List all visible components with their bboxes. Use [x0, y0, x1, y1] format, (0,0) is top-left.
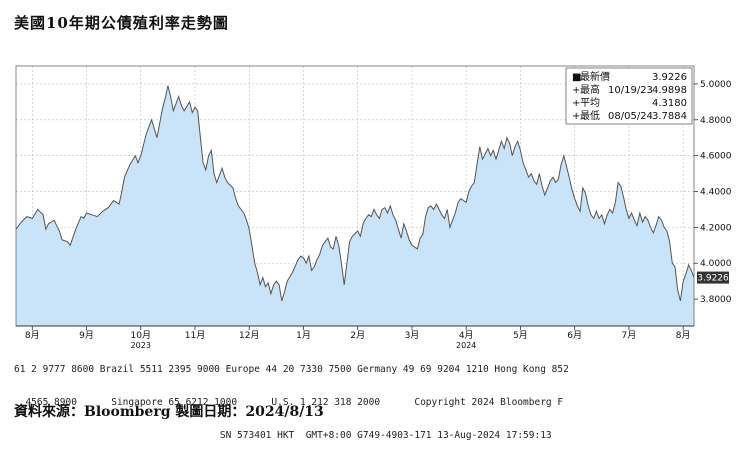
footer-line-1: 61 2 9777 8600 Brazil 5511 2395 9000 Eur…: [14, 364, 569, 375]
legend-marker-1: +: [572, 85, 580, 96]
last-value-marker: 3.9226: [697, 271, 729, 284]
x-tick-label: 1月: [296, 330, 311, 341]
footer-line-2: 4565 8900 Singapore 65 6212 1000 U.S. 1 …: [14, 397, 564, 408]
y-tick-label: 4.6000: [700, 152, 732, 162]
legend-marker-3: +: [572, 111, 580, 122]
x-tick-label: 8月: [676, 330, 691, 341]
x-tick-label: 9月: [79, 330, 94, 341]
legend-marker-2: +: [572, 98, 580, 109]
legend-value-high: 4.9898: [652, 85, 687, 96]
legend-label-average: 平均: [580, 97, 600, 109]
x-tick-label: 3月: [405, 330, 420, 341]
page-title: 美國10年期公債殖利率走勢圖: [14, 14, 229, 32]
legend-box: [565, 67, 693, 125]
x-tick-label: 11月: [185, 330, 205, 341]
x-tick-label: 10月: [131, 330, 151, 341]
y-axis: 3.8000 4.0000 4.2000 4.4000 4.6000 4.8000 5.00…: [694, 80, 732, 305]
footer-line-3: SN 573401 HKT GMT+8:00 G749-4903-171 13-…: [14, 430, 552, 441]
y-tick-label: 5.0000: [700, 80, 732, 90]
x-tick-label: 8月: [25, 330, 40, 341]
legend: ■ 最新價 3.9226 + 最高 10/19/23 4.9898 + 平均 4…: [565, 67, 693, 125]
legend-label-latest: 最新價: [580, 70, 610, 83]
legend-marker-0: ■: [572, 72, 581, 83]
legend-label-low: 最低: [580, 109, 600, 122]
x-axis: 8月 9月 10月 11月 12月 1月 2月 3月 4月 5月 6月 7月 8月 2023 2024: [15, 65, 695, 350]
area-series: [15, 85, 695, 326]
x-year-label: 2023: [131, 341, 151, 350]
x-tick-label: 2月: [350, 330, 365, 341]
legend-label-high: 最高: [580, 83, 600, 96]
y-tick-label: 4.8000: [700, 116, 732, 126]
x-year-label: 2024: [456, 341, 476, 350]
y-tick-label: 4.0000: [700, 259, 732, 269]
legend-value-low: 3.7884: [652, 111, 687, 122]
chart-svg: 8月 9月 10月 11月 12月 1月 2月 3月 4月 5月 6月 7月 8月 2023 2024 3.…: [14, 60, 732, 380]
legend-value-latest: 3.9226: [652, 72, 687, 83]
bloomberg-footer: 61 2 9777 8600 Brazil 5511 2395 9000 Eur…: [14, 342, 734, 452]
area-fill: [16, 85, 694, 326]
legend-date-low: 08/05/24: [608, 111, 653, 122]
last-value-box: [697, 271, 729, 284]
legend-date-high: 10/19/23: [608, 85, 653, 96]
x-tick-label: 6月: [567, 330, 582, 341]
x-tick-label: 5月: [513, 330, 528, 341]
x-tick-label: 12月: [239, 330, 259, 341]
y-tick-label: 3.8000: [700, 295, 732, 305]
y-tick-label: 4.4000: [700, 188, 732, 198]
y-tick-label: 4.2000: [700, 223, 732, 233]
legend-value-average: 4.3180: [652, 98, 687, 109]
x-tick-label: 7月: [622, 330, 637, 341]
source-note: 資料來源：Bloomberg 製圖日期：2024/8/13: [14, 404, 324, 420]
last-value-label: 3.9226: [697, 274, 729, 284]
x-tick-label: 4月: [459, 330, 474, 341]
series-line: [15, 85, 695, 302]
yield-chart: 8月 9月 10月 11月 12月 1月 2月 3月 4月 5月 6月 7月 8月 2023 2024 3.…: [14, 60, 732, 380]
